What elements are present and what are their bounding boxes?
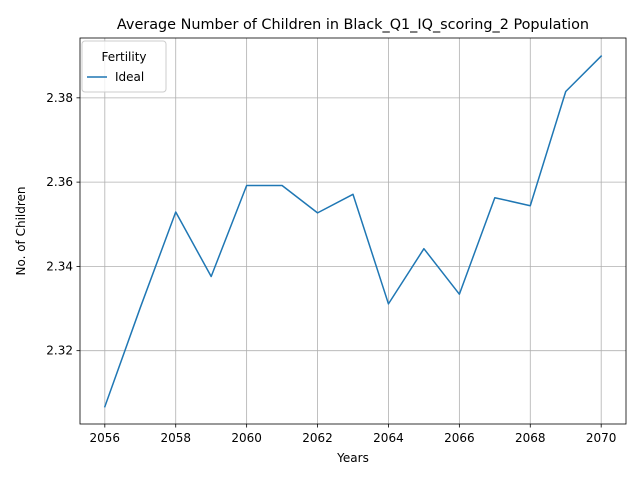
plot-area bbox=[80, 38, 626, 424]
axis-ticks: 2056 2058 2060 2062 2064 2066 2068 2070 2.32 2.34… bbox=[46, 91, 616, 445]
legend: Fertility Ideal bbox=[81, 40, 167, 93]
legend-label-ideal: Ideal bbox=[115, 70, 144, 84]
y-tick-label: 2.34 bbox=[46, 259, 73, 273]
y-tick-label: 2.36 bbox=[46, 175, 73, 189]
x-tick-label: 2064 bbox=[373, 431, 404, 445]
x-tick-label: 2056 bbox=[90, 431, 121, 445]
chart-title: Average Number of Children in Black_Q1_I… bbox=[117, 17, 589, 33]
plot-frame bbox=[79, 37, 627, 425]
x-tick-label: 2060 bbox=[231, 431, 262, 445]
x-tick-label: 2070 bbox=[586, 431, 617, 445]
series-line-ideal bbox=[103, 55, 603, 408]
legend-box bbox=[81, 40, 167, 93]
x-tick-label: 2066 bbox=[444, 431, 475, 445]
y-tick-label: 2.32 bbox=[46, 344, 73, 358]
x-tick-label: 2058 bbox=[160, 431, 191, 445]
x-tick-label: 2062 bbox=[302, 431, 333, 445]
y-tick-label: 2.38 bbox=[46, 91, 73, 105]
y-axis-title: No. of Children bbox=[14, 186, 28, 275]
x-axis-title: Years bbox=[336, 451, 369, 465]
legend-title: Fertility bbox=[101, 50, 146, 64]
series-layer bbox=[103, 55, 603, 408]
x-tick-label: 2068 bbox=[515, 431, 546, 445]
grid-lines bbox=[80, 38, 626, 424]
